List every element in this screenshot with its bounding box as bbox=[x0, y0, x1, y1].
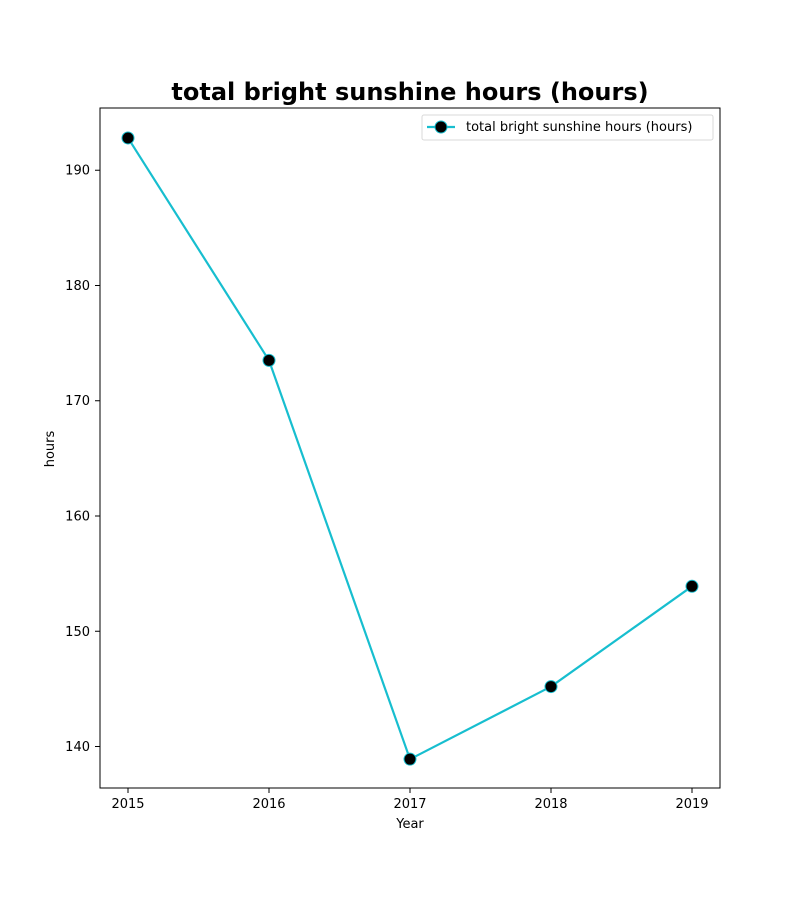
y-tick-label-170: 170 bbox=[65, 394, 90, 409]
y-tick-label-190: 190 bbox=[65, 164, 90, 179]
legend: total bright sunshine hours (hours) bbox=[421, 114, 714, 141]
y-tick-label-160: 160 bbox=[65, 510, 90, 525]
legend-marker bbox=[434, 120, 448, 134]
y-axis-label: hours bbox=[43, 431, 58, 468]
plot-area bbox=[99, 107, 721, 789]
legend-label: total bright sunshine hours (hours) bbox=[466, 120, 692, 135]
y-tick-label-180: 180 bbox=[65, 279, 90, 294]
y-tick-label-150: 150 bbox=[65, 625, 90, 640]
x-axis-ticks: 2015 2016 2017 2018 2019 bbox=[111, 788, 709, 812]
chart-title: total bright sunshine hours (hours) bbox=[171, 78, 648, 106]
x-tick-label-2017: 2017 bbox=[393, 797, 426, 812]
y-tick-label-140: 140 bbox=[65, 740, 90, 755]
data-point-2015 bbox=[121, 131, 135, 145]
x-axis-label: Year bbox=[395, 817, 424, 832]
data-point-2019 bbox=[685, 579, 699, 593]
series-line-0 bbox=[127, 137, 693, 761]
x-tick-label-2018: 2018 bbox=[534, 797, 567, 812]
x-tick-label-2019: 2019 bbox=[675, 797, 708, 812]
y-axis-ticks: 140 150 160 170 180 190 bbox=[65, 164, 100, 755]
legend-box bbox=[421, 114, 714, 141]
data-point-2016 bbox=[262, 353, 276, 367]
data-point-2018 bbox=[544, 680, 558, 694]
x-tick-label-2016: 2016 bbox=[252, 797, 285, 812]
x-tick-label-2015: 2015 bbox=[111, 797, 144, 812]
series-group bbox=[121, 131, 699, 766]
data-point-2017 bbox=[403, 752, 417, 766]
